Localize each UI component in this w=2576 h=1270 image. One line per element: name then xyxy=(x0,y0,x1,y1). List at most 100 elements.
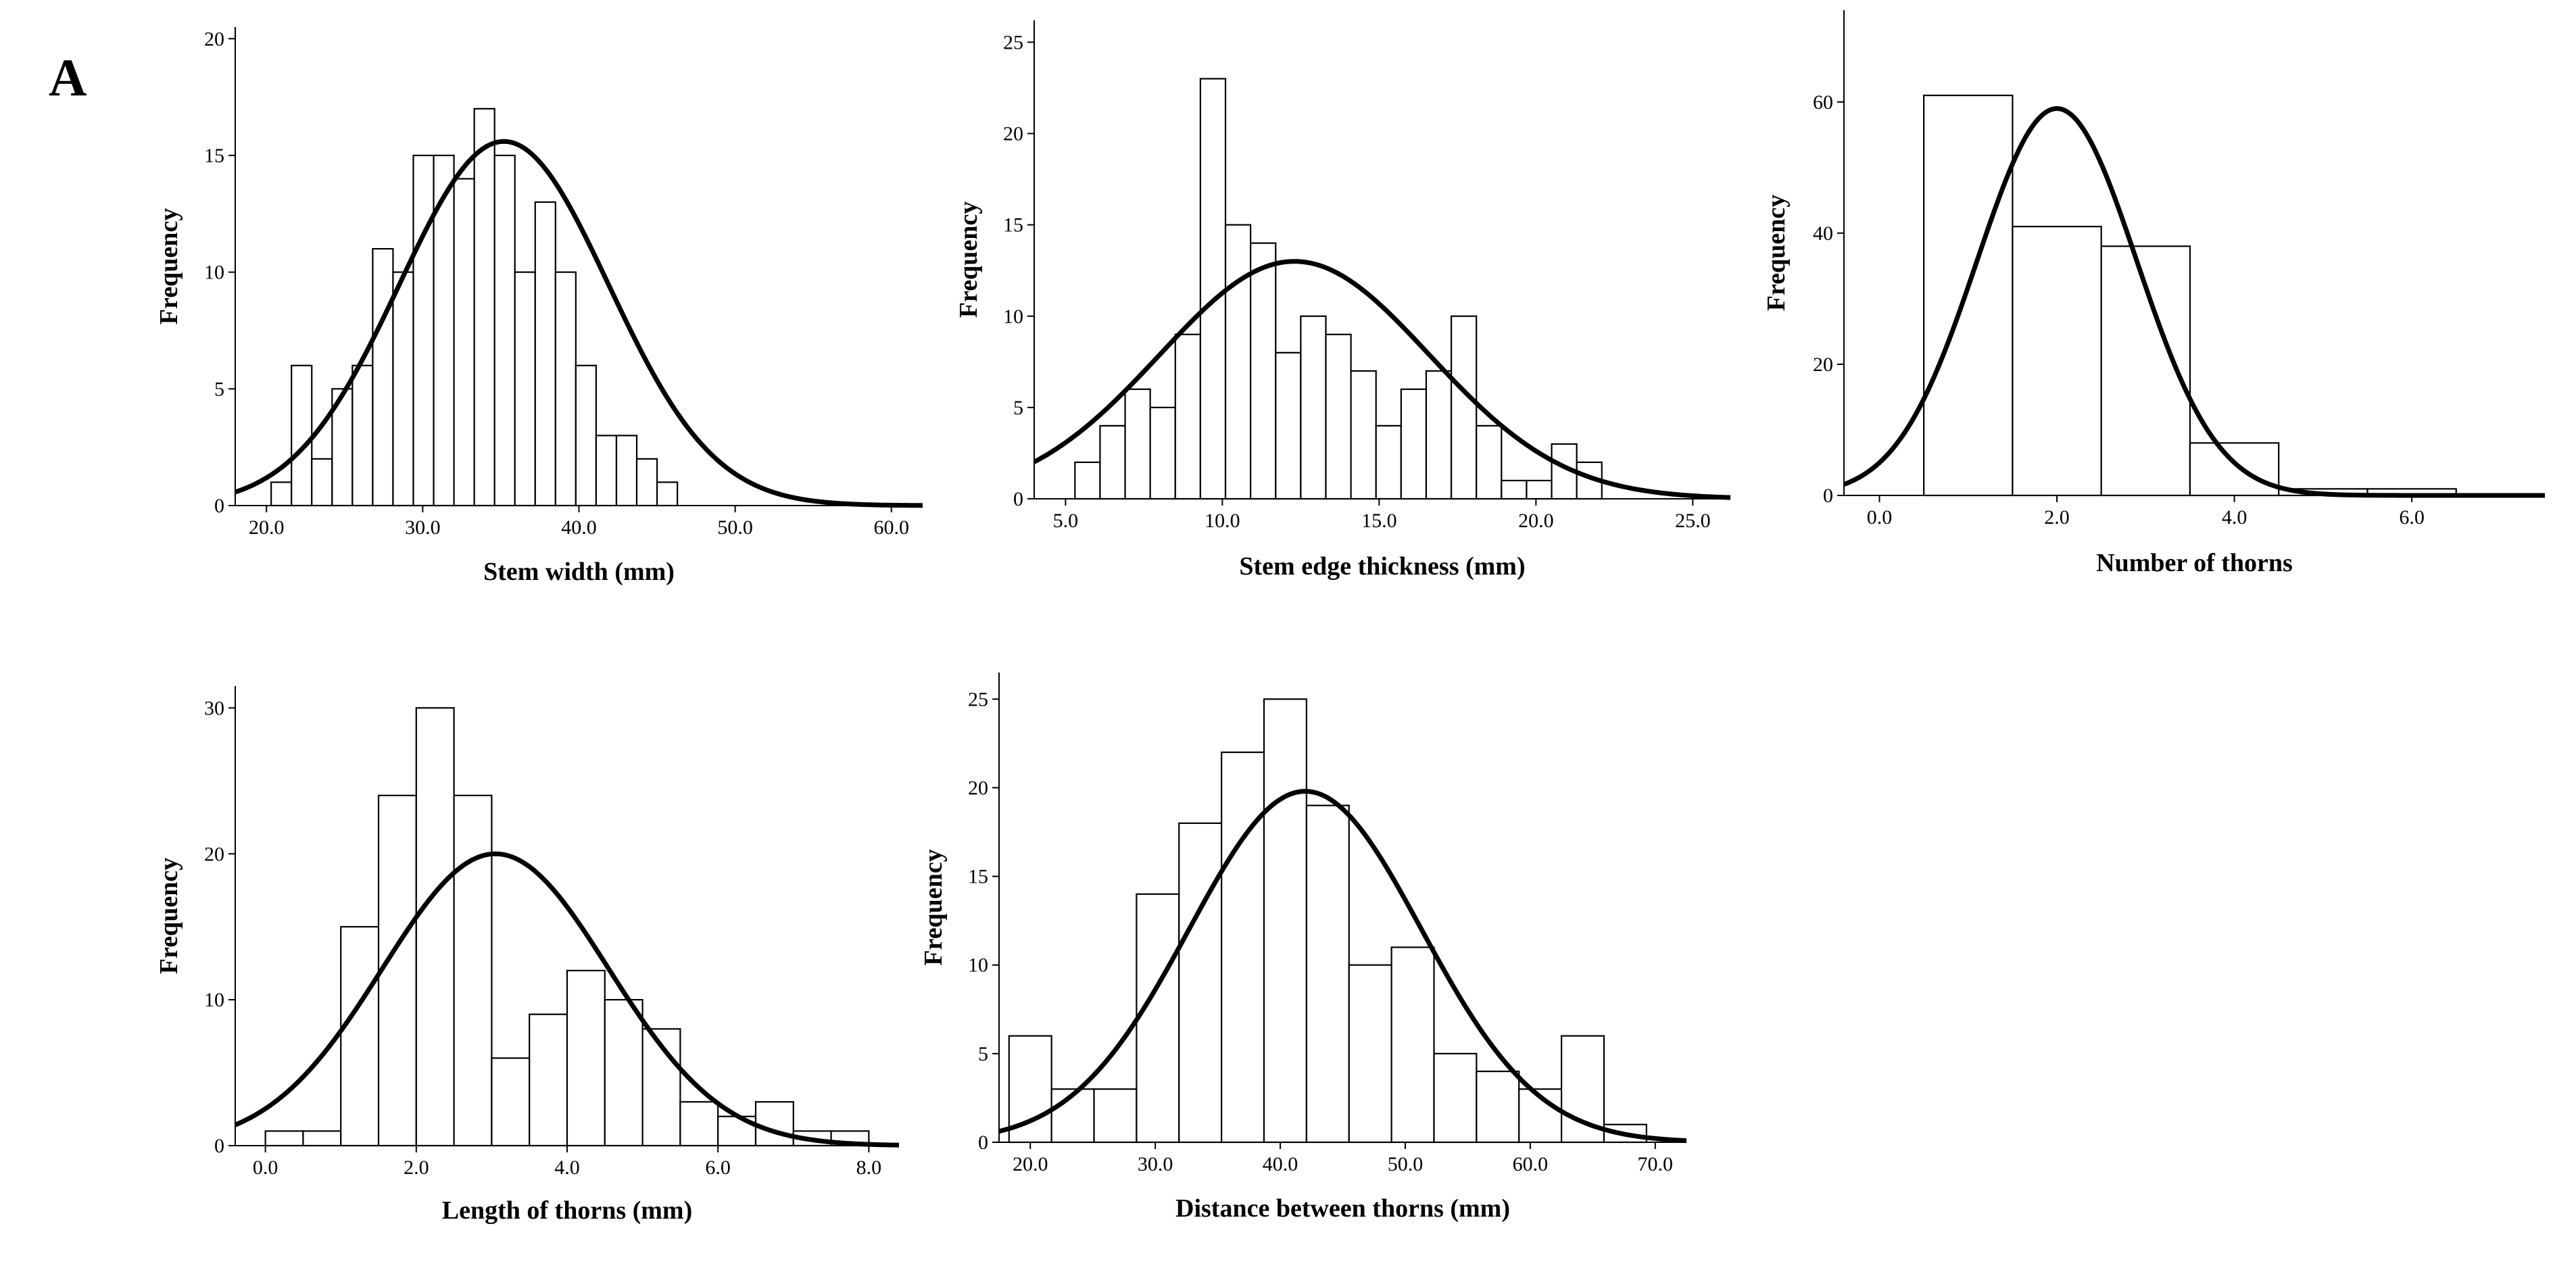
histogram-bar xyxy=(433,154,455,507)
histogram-bar xyxy=(1433,1052,1478,1144)
histogram-bar xyxy=(1221,751,1265,1144)
histogram-bar xyxy=(340,926,380,1147)
histogram-bar xyxy=(1224,224,1252,500)
histogram-bar xyxy=(302,1130,342,1147)
x-tick-label: 4.0 xyxy=(554,1156,580,1179)
y-tick-label: 20 xyxy=(968,777,988,799)
x-axis-label: Number of thorns xyxy=(2096,549,2293,577)
normal-curve xyxy=(998,789,1687,1144)
chart-stem-edge-thickness: 0 5 10 15 20 25 5.0 10.0 15.0 20.0 25.0 Stem edge t… xyxy=(954,20,1731,581)
x-tick-label: 60.0 xyxy=(1513,1153,1549,1175)
histogram-bar xyxy=(1390,946,1435,1144)
y-tick-label: 0 xyxy=(214,1135,224,1157)
x-tick-label: 2.0 xyxy=(2044,506,2070,529)
y-axis-label: Frequency xyxy=(1762,195,1791,311)
y-tick-label: 30 xyxy=(204,697,224,719)
histogram-bar xyxy=(453,794,493,1147)
histogram-bar xyxy=(679,1101,719,1147)
histogram-bar xyxy=(1325,333,1352,500)
histogram-bar xyxy=(1149,406,1176,500)
histogram-bar xyxy=(291,364,313,507)
x-tick-label: 15.0 xyxy=(1361,510,1397,532)
normal-curve xyxy=(234,851,900,1148)
histogram-bar xyxy=(635,458,658,507)
x-axis-label: Stem width (mm) xyxy=(483,558,675,586)
x-tick-label: 6.0 xyxy=(2399,506,2425,529)
y-tick-label: 20 xyxy=(204,843,224,865)
histogram-bar xyxy=(1375,424,1402,500)
histogram-bar xyxy=(1199,78,1227,500)
y-tick-label: 5 xyxy=(214,378,224,400)
x-tick-label: 70.0 xyxy=(1638,1153,1674,1175)
y-tick-label: 15 xyxy=(1003,214,1023,237)
histogram-bar xyxy=(575,364,598,507)
y-tick-label: 5 xyxy=(1013,397,1023,419)
histogram-bar xyxy=(1560,1035,1605,1144)
histogram-bar xyxy=(1526,479,1553,500)
histogram-bar xyxy=(311,458,333,507)
histogram-bar xyxy=(415,707,455,1147)
x-tick-label: 25.0 xyxy=(1675,510,1711,532)
normal-curve xyxy=(234,139,923,508)
histogram-bar xyxy=(1099,424,1126,500)
y-tick-label: 60 xyxy=(1813,91,1833,114)
histogram-bar xyxy=(1275,351,1302,500)
y-tick-label: 20 xyxy=(204,28,224,50)
x-axis-label: Stem edge thickness (mm) xyxy=(1239,552,1525,581)
histogram-bar xyxy=(453,178,475,507)
y-tick-label: 0 xyxy=(1013,488,1023,510)
histogram-bar xyxy=(529,1013,568,1147)
histogram-bar xyxy=(566,969,606,1147)
y-tick-label: 10 xyxy=(204,262,224,284)
y-axis-label: Frequency xyxy=(155,208,183,324)
histogram-bar xyxy=(351,364,374,507)
histogram-bar xyxy=(2189,442,2280,497)
histogram-bar xyxy=(2012,226,2102,497)
x-tick-label: 6.0 xyxy=(705,1156,731,1179)
x-tick-label: 40.0 xyxy=(561,516,597,539)
y-axis-label: Frequency xyxy=(919,849,948,965)
histogram-bar xyxy=(656,481,679,507)
x-tick-label: 60.0 xyxy=(874,516,910,539)
x-axis-label: Distance between thorns (mm) xyxy=(1175,1194,1510,1223)
histogram-bar xyxy=(1450,315,1478,500)
histogram-bar xyxy=(554,271,577,507)
histogram-bar xyxy=(1476,1070,1520,1144)
x-tick-label: 30.0 xyxy=(405,516,441,539)
y-axis-label: Frequency xyxy=(954,201,983,318)
histogram-bar xyxy=(412,154,435,507)
histogram-bar xyxy=(514,271,536,507)
y-tick-label: 20 xyxy=(1003,123,1023,145)
histogram-bar xyxy=(754,1101,794,1147)
histogram-bar xyxy=(1425,370,1453,500)
x-tick-label: 20.0 xyxy=(1518,510,1554,532)
y-tick-label: 15 xyxy=(204,145,224,167)
x-tick-label: 10.0 xyxy=(1205,510,1240,532)
y-tick-label: 40 xyxy=(1813,222,1833,245)
y-tick-label: 20 xyxy=(1813,353,1833,376)
chart-distance-between-thorns: 0 5 10 15 20 25 20.0 30.0 40.0 50.0 60.0 70.0 Distan… xyxy=(919,673,1687,1223)
histogram-bar xyxy=(377,794,417,1147)
histogram-bar xyxy=(1093,1088,1138,1144)
chart-number-of-thorns: 0 20 40 60 0.0 2.0 4.0 6.0 Number of thorns Frequ… xyxy=(1762,10,2545,577)
y-axis-label: Frequency xyxy=(155,858,183,974)
y-tick-label: 5 xyxy=(978,1043,988,1065)
x-tick-label: 40.0 xyxy=(1263,1153,1298,1175)
x-tick-label: 20.0 xyxy=(249,516,285,539)
histogram-bar xyxy=(534,201,556,507)
x-tick-label: 2.0 xyxy=(404,1156,429,1179)
y-tick-label: 10 xyxy=(1003,306,1023,328)
x-tick-label: 30.0 xyxy=(1138,1153,1173,1175)
histogram-bar xyxy=(1350,370,1377,500)
chart-length-of-thorns: 0 10 20 30 0.0 2.0 4.0 6.0 8.0 Length of thorns (… xyxy=(155,686,900,1225)
histogram-bar xyxy=(491,1057,531,1147)
histogram-bar xyxy=(1400,388,1428,500)
histogram-bar xyxy=(1263,698,1307,1144)
histogram-bar xyxy=(264,1130,304,1147)
histogram-bar xyxy=(1074,461,1101,500)
y-tick-label: 0 xyxy=(214,495,224,517)
histogram-bar xyxy=(372,247,394,507)
histogram-bar xyxy=(1348,964,1392,1144)
y-tick-label: 25 xyxy=(1003,31,1023,53)
